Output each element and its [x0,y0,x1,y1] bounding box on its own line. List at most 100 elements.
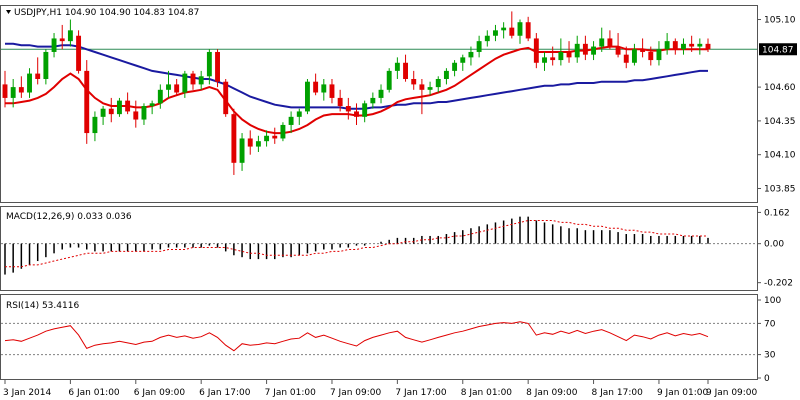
candle-body [35,73,41,79]
candle-body [697,43,703,47]
candle-body [640,49,646,52]
candle-body [149,103,155,107]
macd-axis: 0.162 0.00 -0.202 [757,208,793,289]
rsi-levels [1,322,757,356]
candle-body [705,43,711,50]
time-axis: 3 Jan 2014 6 Jan 01:00 6 Jan 09:00 6 Jan 17… [3,380,758,398]
macd-histogram [4,216,709,275]
candle-body [329,84,335,98]
rsi-tick-label: 30 [764,351,776,361]
candle-body [247,138,253,147]
candle-body [558,51,564,61]
candle-body [305,81,310,112]
candle-body [403,62,408,79]
price-tick-label: 103.85 [764,184,796,194]
candle-body [59,38,65,42]
last-price-marker: 104.87 [759,43,797,56]
last-price-label: 104.87 [762,45,794,55]
candle-body [174,84,180,93]
candle-body [280,124,286,139]
macd-signal [5,220,708,268]
candle-body [664,41,670,50]
ma-slow-line [5,42,708,110]
candle-body [100,108,106,117]
time-tick-label: 8 Jan 09:00 [526,388,578,398]
candle-body [460,57,466,63]
candle-body [542,57,547,63]
rsi-tick-label: 0 [764,374,770,384]
candle-body [394,62,400,71]
candle-body [615,46,621,55]
candle-body [125,100,131,112]
price-tick-label: 104.10 [764,151,796,161]
candle-body [2,84,8,98]
candle-body [76,35,82,71]
candle-body [166,84,171,90]
candle-body [493,30,498,36]
candle-body [591,46,597,55]
macd-tick-label: 0.162 [764,208,790,218]
rsi-title: RSI(14) 53.4116 [6,301,79,311]
rsi-axis: 100 70 30 0 [757,296,781,384]
candle-body [468,51,474,58]
rsi-tick-label: 70 [764,319,776,329]
candle-body [582,43,588,55]
candle-body [321,84,327,93]
candle-body [517,22,523,36]
candle-body [18,87,24,93]
candle-body [501,27,507,31]
macd-tick-label: 0.00 [764,240,784,250]
candle-body [574,43,580,58]
price-tick-label: 104.35 [764,117,796,127]
price-pane-frame [0,5,758,203]
candle-body [67,30,73,42]
candles [2,11,711,175]
candle-body [362,103,368,117]
candle-body [141,106,147,120]
candle-body [484,35,490,42]
time-tick-label: 6 Jan 01:00 [68,388,120,398]
time-tick-label: 7 Jan 17:00 [395,388,447,398]
rsi-pane-frame [0,294,758,380]
candle-body [386,70,392,90]
candle-body [337,97,343,107]
candle-body [313,81,319,93]
candle-body [378,89,384,98]
candle-body [264,135,270,142]
time-tick-label: 8 Jan 01:00 [461,388,513,398]
candle-body [631,49,637,63]
macd-tick-label: -0.202 [764,279,793,289]
rsi-path [4,321,709,352]
price-tick-label: 104.60 [764,83,796,93]
candle-body [509,27,515,36]
candle-body [51,38,57,52]
candle-body [231,114,237,163]
time-tick-label: 6 Jan 17:00 [199,388,251,398]
candle-body [223,81,229,115]
candle-body [623,54,629,63]
candle-body [681,43,686,50]
macd-title: MACD(12,26,9) 0.033 0.036 [6,212,132,222]
candle-body [533,38,539,63]
time-tick-label: 7 Jan 01:00 [265,388,317,398]
candle-body [607,38,613,47]
price-axis: 105.10 104.60 104.35 104.10 103.85 [757,16,796,194]
candle-body [215,51,220,82]
candle-body [43,51,49,79]
candle-body [427,87,433,90]
candle-body [92,116,98,134]
macd-signal-line [5,220,708,268]
candle-body [27,73,32,93]
candle-body [198,76,204,85]
candle-body [116,100,122,115]
time-tick-label: 6 Jan 09:00 [134,388,186,398]
candle-body [566,51,572,58]
candle-body [84,70,90,134]
dropdown-triangle-icon [6,10,11,14]
candle-body [525,22,531,39]
price-title: USDJPY,H1 104.90 104.90 104.83 104.87 [14,8,199,18]
candle-body [288,116,294,125]
macd-pane-frame [0,206,758,291]
